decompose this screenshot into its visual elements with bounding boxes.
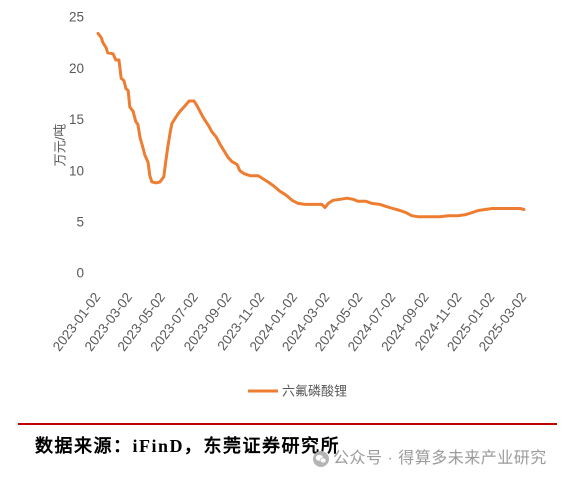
- y-tick-label: 5: [76, 215, 84, 230]
- y-tick-label: 0: [76, 266, 84, 281]
- watermark-text: 公众号 · 得算多未来产业研究: [333, 450, 547, 467]
- x-axis-ticks: 2023-01-022023-03-022023-05-022023-07-02…: [50, 290, 530, 354]
- y-tick-label: 20: [69, 61, 84, 76]
- series-line: [96, 31, 526, 219]
- y-tick-label: 15: [69, 112, 84, 127]
- source-note: 数据来源：iFinD，东莞证券研究所: [35, 436, 341, 456]
- y-axis-ticks: 0 5 10 15 20 25: [69, 10, 84, 281]
- y-tick-label: 10: [69, 163, 84, 178]
- watermark: 公众号 · 得算多未来产业研究: [313, 450, 547, 468]
- footer-separator: [18, 423, 557, 425]
- legend: 六氟磷酸锂: [248, 384, 347, 399]
- wechat-icon: [313, 451, 329, 467]
- y-axis-label: 万元/吨: [53, 124, 68, 167]
- plot-area: [96, 31, 526, 219]
- y-tick-label: 25: [69, 10, 84, 25]
- legend-label: 六氟磷酸锂: [282, 384, 347, 399]
- line-chart: 0 5 10 15 20 25 万元/吨 2023-01-022023-03-022023…: [50, 10, 530, 399]
